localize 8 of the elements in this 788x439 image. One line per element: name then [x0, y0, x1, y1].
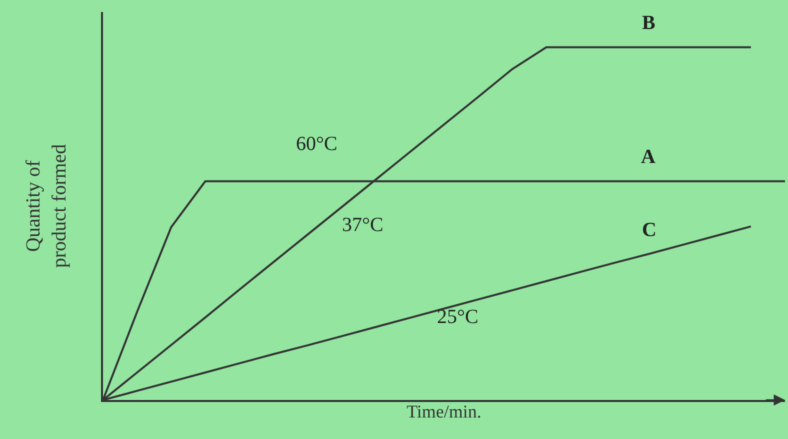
- series-label: A: [641, 146, 656, 168]
- series-label: B: [642, 12, 656, 34]
- annotation: 25°C: [437, 306, 478, 328]
- annotation: 60°C: [296, 133, 338, 155]
- series-label: C: [642, 219, 656, 241]
- x-axis-title: Time/min.: [406, 401, 482, 422]
- annotation: 37°C: [342, 214, 384, 236]
- y-axis-title: Quantity of product formed: [22, 144, 70, 268]
